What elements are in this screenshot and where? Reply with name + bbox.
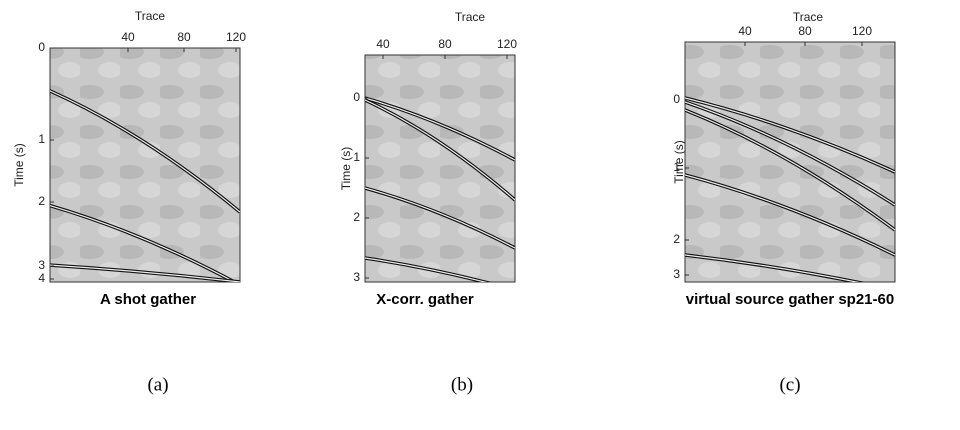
y-tick-label: 2 (38, 194, 45, 208)
x-axis-label: Trace (135, 9, 166, 23)
panel: Trace 40 80 120 0 1 2 3 Time (s) X-corr. gather (b… (339, 10, 517, 395)
x-tick-label: 120 (226, 30, 246, 44)
event-core (365, 99, 515, 201)
event-core (365, 257, 488, 282)
gather-image (364, 54, 516, 283)
event-core (365, 187, 515, 249)
y-tick-label: 4 (38, 271, 45, 285)
y-tick-label: 3 (353, 270, 360, 284)
y-axis-label: Time (s) (339, 147, 353, 191)
event-core (365, 97, 515, 161)
x-tick-label: 40 (738, 24, 752, 38)
y-axis-label: Time (s) (12, 143, 26, 187)
x-tick-label: 80 (798, 24, 812, 38)
y-tick-label: 0 (38, 40, 45, 54)
panel: Trace 40 80 120 0 1 2 3 Time (s) virtual source g… (672, 10, 896, 395)
y-tick-label: 1 (38, 132, 45, 146)
panel-title: virtual source gather sp21-60 (686, 291, 894, 308)
x-tick-label: 40 (376, 37, 390, 51)
y-tick-label: 0 (353, 90, 360, 104)
panel-caption: (b) (451, 374, 473, 395)
x-tick-label: 80 (177, 30, 191, 44)
y-tick-label: 1 (673, 160, 680, 174)
event-core (685, 101, 895, 206)
event-core (685, 254, 860, 282)
event-core (50, 264, 240, 282)
panel-title: A shot gather (100, 291, 196, 308)
event-core (685, 109, 895, 231)
x-axis-label: Trace (455, 10, 486, 24)
panel-title: X-corr. gather (376, 291, 474, 308)
panel-caption: (a) (147, 374, 168, 395)
event-core (50, 204, 236, 282)
x-tick-label: 80 (438, 37, 452, 51)
y-tick-label: 3 (38, 258, 45, 272)
event-core (50, 90, 240, 213)
event-core (685, 97, 895, 173)
x-tick-label: 120 (497, 37, 517, 51)
gather-image (49, 47, 241, 283)
y-tick-label: 3 (673, 267, 680, 281)
y-tick-label: 2 (353, 210, 360, 224)
x-axis-label: Trace (793, 10, 824, 24)
x-tick-label: 40 (121, 30, 135, 44)
event-core (685, 174, 895, 256)
y-tick-label: 1 (353, 150, 360, 164)
panel-caption: (c) (779, 374, 800, 395)
y-tick-label: 0 (673, 92, 680, 106)
y-tick-label: 2 (673, 232, 680, 246)
y-axis-label: Time (s) (672, 140, 686, 184)
x-tick-label: 120 (852, 24, 872, 38)
